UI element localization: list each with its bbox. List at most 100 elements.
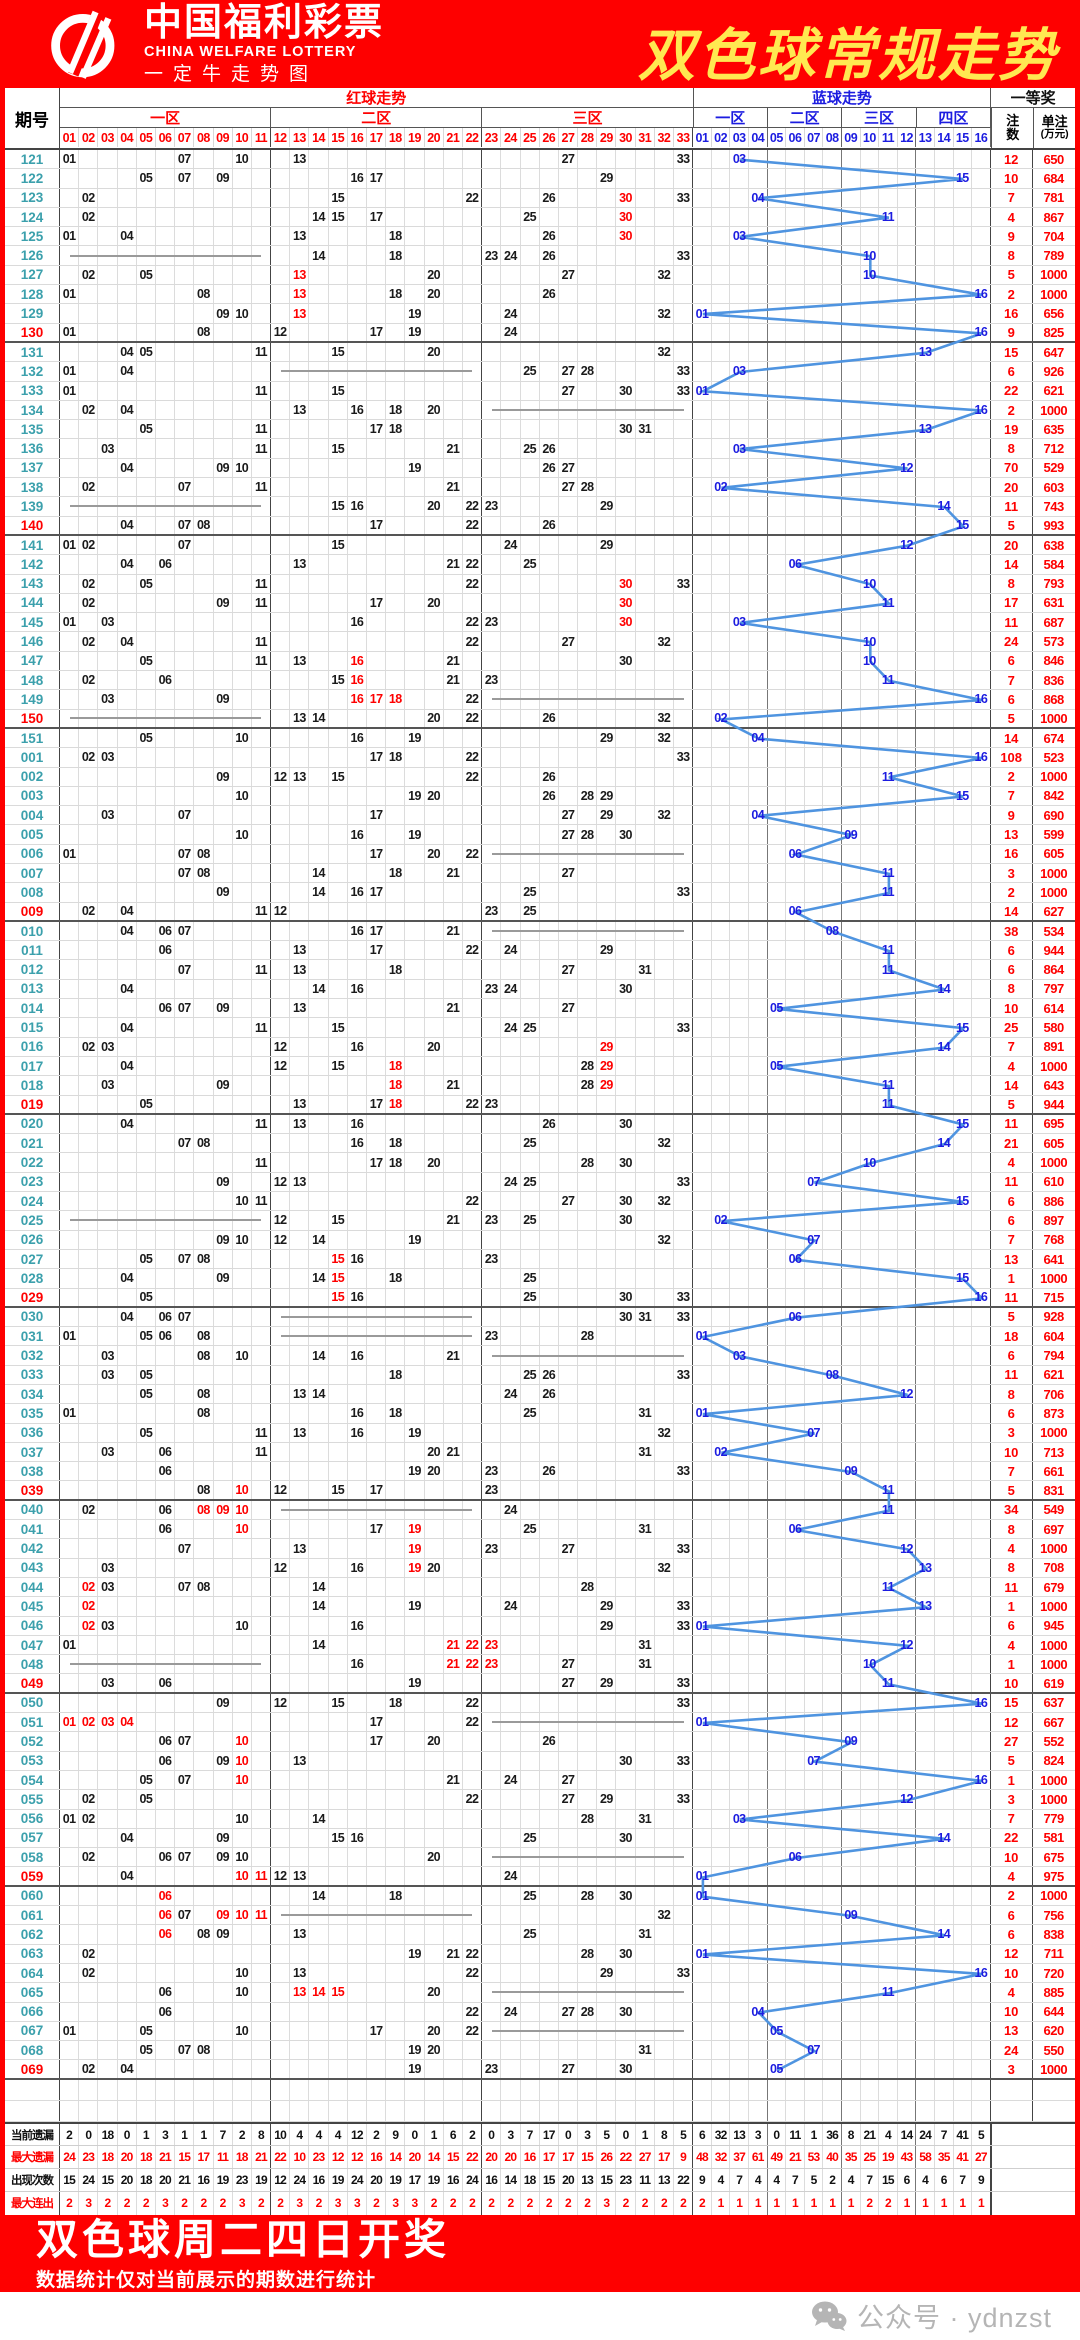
red-ball-cell [463,478,483,497]
table-row: 005 10 16 19 27 28 30 09 13 599 [5,825,1075,845]
blue-ball-cell [972,1076,991,1095]
red-ball-cell [156,1076,176,1095]
red-ball-cell [386,1828,406,1848]
blue-ball-cell [898,304,917,323]
blue-ball-cell [954,921,973,941]
red-ball-cell [348,1076,367,1095]
red-ball-cell [597,246,617,265]
blue-ball-cell [786,304,805,323]
red-ball-cell [367,1751,387,1770]
red-ball-cell [482,188,502,207]
red-ball-cell: 32 [655,304,674,323]
red-ball-cell [214,1732,233,1751]
blue-ball-cell [972,902,991,920]
blue-ball-cell [712,1790,731,1809]
blue-ball-cell [805,902,824,920]
red-ball-cell [60,1153,80,1172]
red-ball-cell [329,593,348,613]
red-ball-cell: 08 [194,1327,214,1346]
blue-ball-cell [768,1867,787,1885]
red-ball-cell: 19 [405,1230,425,1249]
red-ball-cell [271,1153,291,1172]
red-ball-cell [137,150,156,169]
red-ball-cell [578,960,598,979]
table-row: 124 02 14 15 17 25 30 11 4 867 [5,207,1075,228]
red-ball-cell [463,400,483,420]
blue-ball-cell [972,1577,991,1597]
red-ball-cell [233,1790,252,1809]
prize-amount: 797 [1043,981,1064,997]
blue-ball-cell [805,786,824,806]
red-ball-cell [616,1790,636,1809]
red-ball-cell [348,342,367,362]
blue-ball-cell [730,207,749,227]
blue-ball-cell [898,1288,917,1306]
red-ball-cell [597,1828,617,1848]
red-ball-cell [271,574,291,593]
red-ball-cell [252,1597,272,1616]
red-ball-cell [271,709,291,727]
blue-ball-cell [786,1713,805,1732]
blue-ball-cell [712,1577,731,1597]
blue-ball-cell [768,516,787,534]
blue-ball-cell [898,1442,917,1462]
red-ball-cell [616,285,636,304]
red-ball-cell: 26 [540,1462,559,1481]
blue-ball-cell [805,1906,824,1925]
period-label: 035 [5,1404,60,1423]
blue-ball-cell [805,1674,824,1692]
empty-zone-line [492,852,684,855]
red-ball-cell [214,921,233,941]
blue-ball-cell [842,1500,861,1520]
red-ball-cell [521,1655,540,1674]
prize-amount: 944 [1043,942,1064,958]
red-ball-cell: 30 [616,825,636,844]
red-ball-cell [60,1114,80,1134]
red-ball-cell [655,1577,674,1597]
red-ball-cell [559,979,579,999]
red-ball-cell [405,188,425,207]
red-ball-cell [329,1153,348,1172]
red-ball-cell [367,1635,387,1655]
red-ball-cell [425,1790,444,1809]
blue-ball-cell [916,1385,935,1404]
red-ball-cell: 13 [290,1867,310,1885]
period-label: 014 [5,999,60,1018]
red-ball-cell [194,381,214,400]
blue-ball-cell [954,1732,973,1751]
red-ball-cell [674,227,694,246]
red-ball-cell: 21 [444,1211,463,1230]
red-ball-cell [636,285,655,304]
period-label: 053 [5,1751,60,1770]
red-number-header: 29 [597,128,617,147]
red-ball-cell [329,400,348,420]
blue-ball-cell [898,1520,917,1539]
blue-ball-cell: 11 [879,863,898,883]
blue-ball-cell [768,497,787,516]
red-ball-cell [482,1037,502,1056]
red-ball-cell: 22 [463,1095,483,1113]
danzhu-header: 单注 (万元) [1033,108,1075,148]
red-ball-cell: 25 [521,1828,540,1848]
blue-ball-cell [916,1442,935,1462]
red-ball-cell [98,1230,118,1249]
blue-ball-cell [916,921,935,941]
red-ball-cell [175,207,195,227]
blue-ball-cell [879,632,898,651]
red-ball-cell [501,999,521,1018]
prize-amount: 643 [1043,1077,1064,1093]
blue-ball-cell [805,188,824,207]
blue-ball-cell [954,979,973,999]
blue-ball-cell [842,1577,861,1597]
red-ball-cell: 01 [60,1327,80,1346]
red-ball-cell [194,1713,214,1732]
red-ball-cell [329,1732,348,1751]
red-ball-cell [501,1886,521,1906]
blue-ball-cell [823,1848,842,1867]
red-ball-cell: 21 [444,999,463,1018]
blue-ball-cell [879,497,898,516]
blue-ball-cell [954,844,973,863]
red-ball-cell [636,555,655,574]
period-label: 028 [5,1269,60,1288]
red-ball-cell [386,767,406,786]
